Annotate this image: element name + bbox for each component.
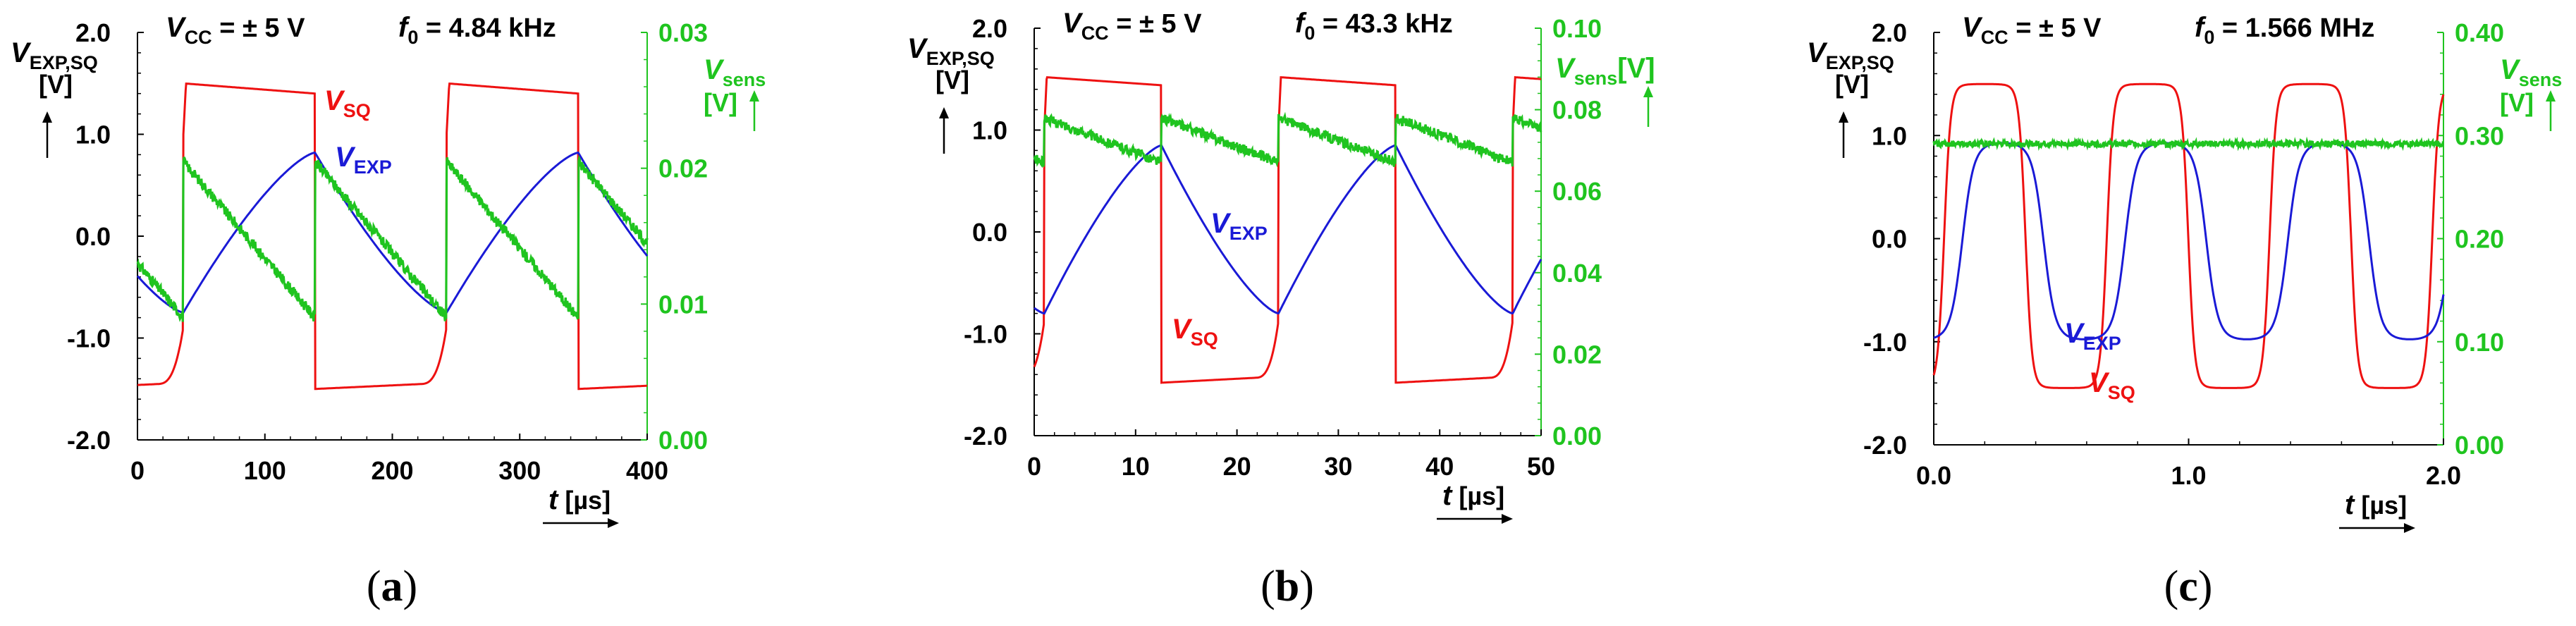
series-label-vexp: VEXP [335, 142, 392, 178]
left-tick-label: -2.0 [1863, 431, 1907, 460]
right-axis-arrowhead [1643, 86, 1653, 97]
left-tick-label: 2.0 [1872, 18, 1907, 47]
right-axis-unit: [V] [704, 88, 737, 117]
right-axis-arrowhead [749, 90, 759, 102]
left-tick-label: 1.0 [1872, 121, 1907, 150]
panel-caption: (c) [2164, 563, 2213, 610]
series-vexp [1034, 144, 1542, 315]
x-tick-label: 2.0 [2426, 461, 2461, 490]
series-label-vexp: VEXP [2064, 318, 2121, 354]
right-tick-label: 0.00 [658, 426, 708, 455]
right-tick-label: 0.03 [658, 18, 708, 47]
right-tick-label: 0.20 [2455, 225, 2504, 254]
x-tick-label: 0 [1027, 452, 1041, 481]
left-axis-arrowhead [42, 111, 52, 123]
panel-caption: (b) [1261, 563, 1314, 610]
left-tick-label: -1.0 [964, 320, 1007, 349]
left-tick-label: -2.0 [964, 422, 1007, 450]
x-tick-label: 200 [371, 456, 413, 485]
panel-caption: (a) [367, 563, 417, 610]
x-axis-arrowhead [2404, 523, 2415, 533]
left-tick-label: 2.0 [75, 18, 111, 47]
vcc-label: VCC = ± 5 V [1962, 12, 2102, 48]
right-axis-title: Vsens [704, 54, 766, 90]
left-axis-title: VEXP,SQ [1807, 37, 1894, 73]
x-tick-label: 40 [1425, 452, 1454, 481]
left-tick-label: 0.0 [75, 222, 111, 251]
right-axis-title: Vsens[V] [1555, 53, 1655, 89]
right-tick-label: 0.06 [1552, 177, 1602, 206]
left-axis-arrowhead [1839, 111, 1848, 123]
x-tick-label: 20 [1223, 452, 1251, 481]
left-axis-unit: [V] [39, 70, 73, 99]
left-tick-label: -2.0 [67, 426, 111, 455]
x-axis-title: t [µs] [1442, 480, 1504, 511]
left-tick-label: 1.0 [75, 121, 111, 149]
x-tick-label: 100 [244, 456, 286, 485]
series-vsens [136, 154, 649, 322]
series-vsens [1033, 111, 1542, 168]
right-tick-label: 0.08 [1552, 96, 1602, 125]
f0-label: f0 = 4.84 kHz [398, 12, 556, 48]
left-tick-label: 1.0 [972, 116, 1007, 145]
right-tick-label: 0.02 [1552, 340, 1602, 369]
right-tick-label: 0.04 [1552, 259, 1602, 288]
x-axis-title: t [µs] [2345, 489, 2407, 520]
f0-label: f0 = 43.3 kHz [1295, 8, 1453, 44]
left-tick-label: 0.0 [972, 218, 1007, 247]
series-vsq [1033, 75, 1542, 384]
x-tick-label: 0.0 [1916, 461, 1951, 490]
right-axis-arrowhead [2546, 90, 2556, 102]
right-tick-label: 0.10 [2455, 328, 2504, 357]
x-axis-arrowhead [1502, 514, 1513, 524]
panel-a: -2.0 -1.0 0.0 1.0 2.0 0.00 0.01 0.02 0.03 0 100 200… [11, 12, 766, 610]
left-axis-unit: [V] [1835, 70, 1869, 99]
left-axis-unit: [V] [936, 66, 969, 94]
x-tick-label: 30 [1324, 452, 1352, 481]
x-tick-label: 0 [130, 456, 145, 485]
series-vsens [1932, 136, 2444, 152]
series-vexp [136, 151, 649, 314]
series-vsq [137, 82, 647, 391]
vcc-label: VCC = ± 5 V [1062, 8, 1202, 44]
left-axis-arrowhead [939, 107, 949, 118]
left-tick-label: 2.0 [972, 14, 1007, 43]
series-label-vsq: VSQ [1172, 314, 1218, 350]
right-axis-title: Vsens [2500, 54, 2562, 90]
panel-c: -2.0-1.00.01.02.00.000.100.200.300.400.0… [1807, 12, 2562, 610]
right-tick-label: 0.40 [2455, 18, 2504, 47]
right-tick-label: 0.00 [1552, 422, 1602, 450]
f0-label: f0 = 1.566 MHz [2195, 12, 2374, 48]
vcc-label: VCC = ± 5 V [166, 12, 305, 48]
right-axis-unit: [V] [2500, 88, 2534, 117]
x-tick-label: 50 [1527, 452, 1555, 481]
right-tick-label: 0.02 [658, 154, 708, 183]
left-tick-label: 0.0 [1872, 225, 1907, 254]
x-tick-label: 300 [498, 456, 541, 485]
left-tick-label: -1.0 [67, 324, 111, 353]
series-vsq [1932, 82, 2445, 389]
panel-b: -2.0 -1.0 0.0 1.0 2.0 0.00 0.02 0.04 0.06 0.08 0.1… [907, 8, 1655, 610]
series-label-vsq: VSQ [324, 85, 371, 121]
x-tick-label: 400 [626, 456, 668, 485]
x-tick-label: 1.0 [2171, 461, 2206, 490]
x-axis-title: t [µs] [548, 484, 611, 515]
series-vexp [1933, 142, 2445, 340]
series-label-vexp: VEXP [1210, 208, 1268, 244]
right-tick-label: 0.00 [2455, 431, 2504, 460]
left-axis-title: VEXP,SQ [11, 37, 98, 73]
right-tick-label: 0.10 [1552, 14, 1602, 43]
right-tick-label: 0.01 [658, 290, 708, 319]
x-axis-arrowhead [608, 518, 619, 528]
right-tick-label: 0.30 [2455, 121, 2504, 150]
left-axis-title: VEXP,SQ [907, 33, 995, 69]
left-tick-label: -1.0 [1863, 328, 1907, 357]
x-tick-label: 10 [1122, 452, 1150, 481]
series-label-vsq: VSQ [2089, 367, 2135, 403]
